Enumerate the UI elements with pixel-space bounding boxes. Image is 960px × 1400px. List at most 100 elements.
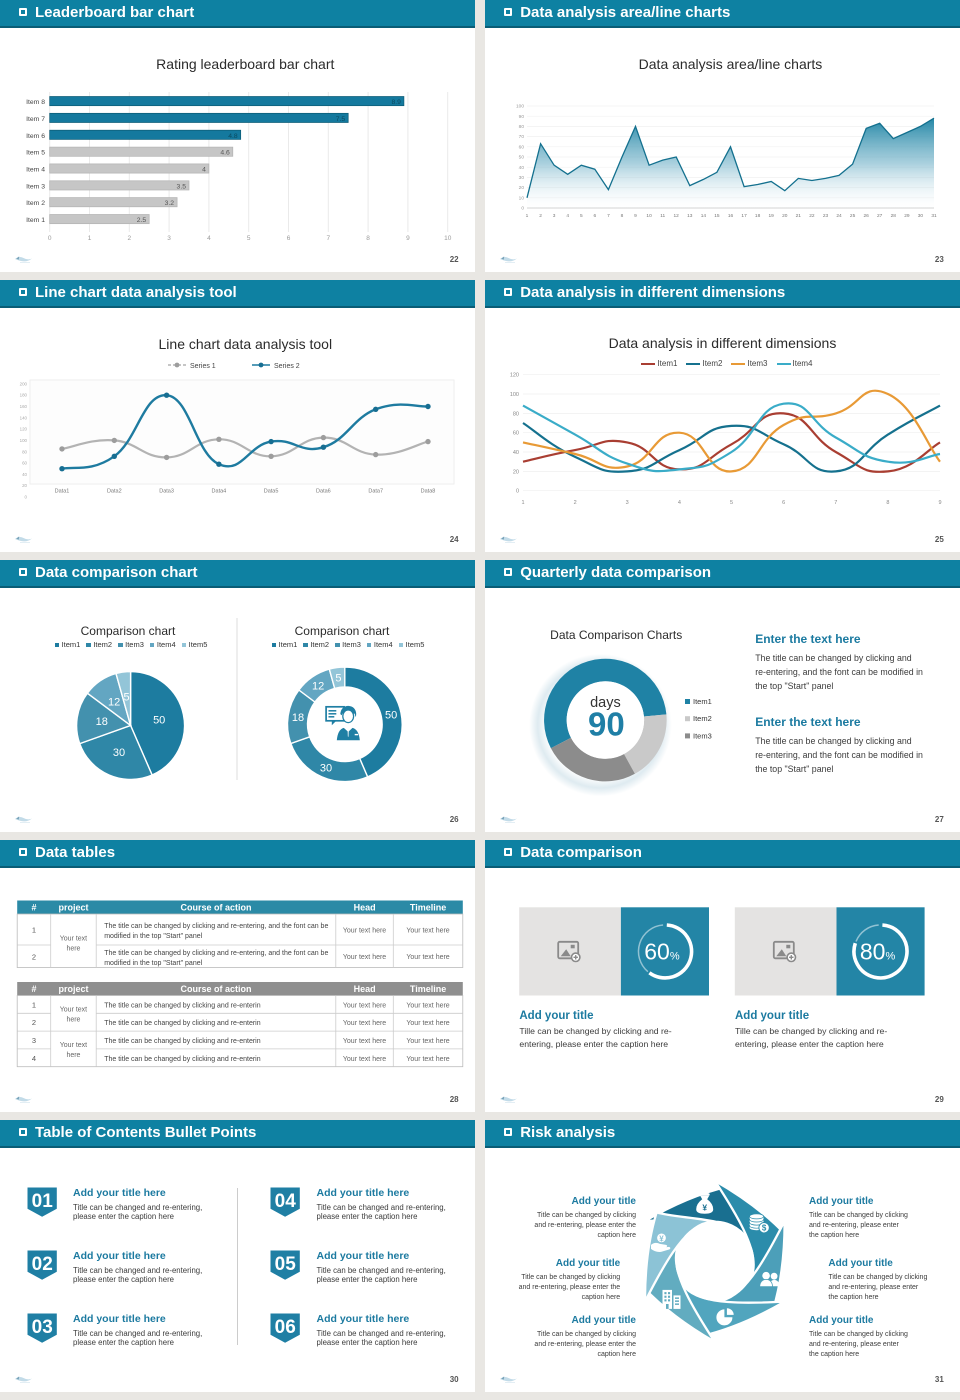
svg-text:6: 6: [594, 213, 597, 219]
svg-text:1: 1: [32, 926, 36, 935]
svg-text:4: 4: [202, 167, 206, 174]
svg-text:05: 05: [275, 1254, 297, 1275]
svg-text:30: 30: [918, 213, 924, 219]
svg-text:#: #: [31, 984, 36, 994]
svg-text:14: 14: [701, 213, 707, 219]
svg-text:5: 5: [335, 672, 341, 684]
svg-text:18: 18: [292, 712, 304, 724]
svg-text:40: 40: [513, 450, 519, 456]
svg-text:40: 40: [22, 472, 27, 477]
svg-text:04: 04: [275, 1191, 297, 1212]
svg-text:2: 2: [32, 1018, 36, 1027]
svg-text:Head: Head: [354, 984, 376, 994]
svg-text:100: 100: [510, 392, 519, 398]
svg-text:Your text here: Your text here: [406, 1038, 449, 1045]
svg-text:¥: ¥: [659, 1234, 664, 1243]
svg-text:20: 20: [519, 185, 525, 191]
svg-text:3: 3: [553, 213, 556, 219]
svg-text:5: 5: [124, 692, 130, 704]
svg-text:9: 9: [634, 213, 637, 219]
svg-text:Series 2: Series 2: [274, 363, 300, 370]
svg-text:160: 160: [20, 404, 28, 409]
svg-text:30: 30: [320, 763, 332, 775]
svg-text:Timeline: Timeline: [410, 984, 446, 994]
svg-text:10: 10: [647, 213, 653, 219]
svg-text:project: project: [58, 902, 88, 912]
svg-text:0: 0: [516, 489, 519, 495]
svg-text:Item 3: Item 3: [26, 183, 45, 190]
svg-text:3: 3: [32, 1036, 36, 1045]
svg-text:21: 21: [796, 213, 802, 219]
svg-text:40: 40: [519, 165, 525, 171]
svg-text:50: 50: [519, 155, 525, 161]
svg-text:50: 50: [153, 715, 165, 727]
svg-text:3.2: 3.2: [165, 200, 175, 207]
svg-text:31: 31: [932, 213, 938, 219]
svg-text:2: 2: [539, 213, 542, 219]
svg-text:5: 5: [730, 500, 733, 506]
svg-text:50: 50: [385, 710, 397, 722]
svg-text:Your text here: Your text here: [406, 1056, 449, 1063]
svg-text:Item 8: Item 8: [26, 99, 45, 106]
svg-text:19: 19: [769, 213, 775, 219]
svg-text:26: 26: [864, 213, 870, 219]
svg-text:Data6: Data6: [316, 489, 331, 495]
svg-text:The title can be changed by cl: The title can be changed by clicking and…: [104, 950, 328, 957]
svg-text:20: 20: [22, 483, 27, 488]
svg-text:Your text: Your text: [60, 1006, 87, 1013]
svg-text:Data3: Data3: [159, 489, 174, 495]
svg-text:4: 4: [32, 1054, 36, 1063]
svg-text:Data5: Data5: [264, 489, 279, 495]
svg-text:23: 23: [823, 213, 829, 219]
svg-text:200: 200: [20, 381, 28, 386]
svg-text:7: 7: [607, 213, 610, 219]
svg-text:25: 25: [850, 213, 856, 219]
svg-text:30: 30: [113, 747, 125, 759]
svg-text:90: 90: [588, 706, 625, 743]
svg-text:3.5: 3.5: [177, 183, 187, 190]
svg-text:2: 2: [127, 235, 131, 242]
svg-text:140: 140: [20, 415, 28, 420]
svg-text:The title can be changed by cl: The title can be changed by clicking and…: [104, 1002, 261, 1009]
svg-text:5: 5: [580, 213, 583, 219]
svg-text:Data1: Data1: [55, 489, 70, 495]
svg-text:7: 7: [326, 235, 330, 242]
svg-text:100: 100: [516, 104, 524, 110]
svg-text:here: here: [66, 946, 80, 953]
svg-text:28: 28: [891, 213, 897, 219]
svg-text:2.5: 2.5: [137, 217, 147, 224]
svg-text:Head: Head: [354, 902, 376, 912]
svg-text:Your text here: Your text here: [343, 954, 386, 961]
svg-text:27: 27: [877, 213, 883, 219]
svg-text:6: 6: [287, 235, 291, 242]
svg-text:Item 1: Item 1: [26, 217, 45, 224]
svg-text:30: 30: [519, 175, 525, 181]
svg-text:17: 17: [742, 213, 748, 219]
svg-text:80: 80: [519, 124, 525, 130]
svg-text:5: 5: [247, 235, 251, 242]
svg-text:100: 100: [20, 438, 28, 443]
svg-text:Data4: Data4: [212, 489, 227, 495]
svg-text:03: 03: [32, 1317, 53, 1338]
svg-text:modified in the top "Start" pa: modified in the top "Start" panel: [104, 933, 202, 940]
svg-text:9: 9: [406, 235, 410, 242]
svg-text:4: 4: [567, 213, 570, 219]
svg-text:Data7: Data7: [368, 489, 383, 495]
svg-text:1: 1: [88, 235, 92, 242]
svg-text:Your text here: Your text here: [343, 1002, 386, 1009]
svg-text:70: 70: [519, 134, 525, 140]
svg-text:Item 4: Item 4: [26, 167, 45, 174]
svg-text:0: 0: [48, 235, 52, 242]
svg-text:60: 60: [519, 144, 525, 150]
svg-text:4: 4: [207, 235, 211, 242]
svg-text:80: 80: [22, 449, 27, 454]
svg-text:Your text here: Your text here: [406, 1020, 449, 1027]
svg-text:8.9: 8.9: [391, 99, 401, 106]
svg-text:0: 0: [522, 206, 525, 212]
svg-text:29: 29: [904, 213, 910, 219]
svg-text:Item2: Item2: [693, 714, 712, 723]
svg-text:Item 2: Item 2: [26, 200, 45, 207]
svg-text:Series 1: Series 1: [190, 363, 216, 370]
svg-text:8: 8: [887, 500, 890, 506]
svg-text:The title can be changed by cl: The title can be changed by clicking and…: [104, 1056, 261, 1063]
